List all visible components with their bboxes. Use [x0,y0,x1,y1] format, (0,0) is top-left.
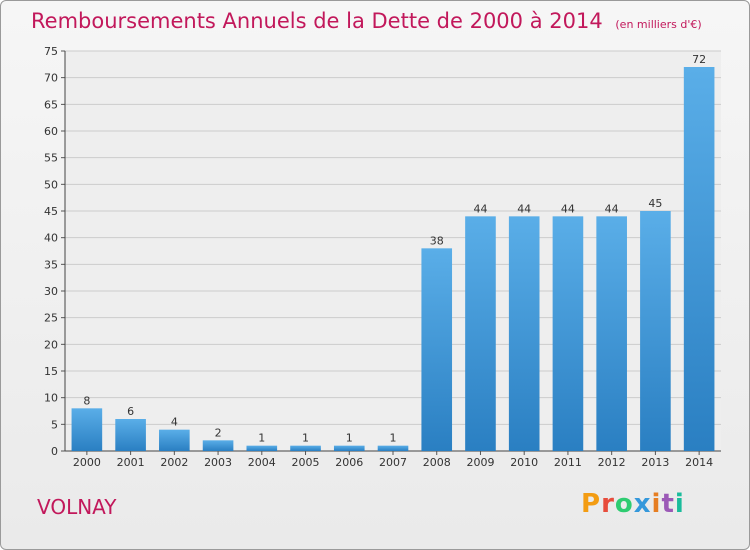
brand-logo-letter: r [601,489,615,519]
x-tick-label: 2008 [423,456,451,469]
x-tick-label: 2006 [335,456,363,469]
y-tick-label: 35 [44,258,58,271]
data-label: 45 [648,197,662,210]
y-tick-label: 65 [44,98,58,111]
bar [421,248,453,451]
data-label: 8 [83,394,90,407]
x-tick-label: 2002 [160,456,188,469]
data-label: 44 [473,202,487,215]
x-tick-label: 2000 [73,456,101,469]
data-label: 4 [171,416,178,429]
data-label: 1 [390,432,397,445]
y-tick-label: 0 [51,445,58,458]
bar [333,445,365,451]
brand-logo-letter: o [614,489,634,519]
data-label: 1 [258,432,265,445]
bar [508,216,540,451]
brand-logo-letter: t [661,489,675,519]
y-tick-label: 70 [44,72,58,85]
brand-logo-letter: i [651,489,662,519]
y-tick-label: 20 [44,338,58,351]
y-tick-label: 10 [44,392,58,405]
x-tick-label: 2010 [510,456,538,469]
data-label: 6 [127,405,134,418]
bar [159,429,190,451]
x-tick-label: 2011 [554,456,582,469]
y-tick-label: 30 [44,285,58,298]
data-label: 2 [215,426,222,439]
x-tick-label: 2007 [379,456,407,469]
chart-subtitle: (en milliers d'€) [615,18,702,31]
x-tick-label: 2009 [466,456,494,469]
brand-logo-letter: P [581,489,602,519]
chart-title: Remboursements Annuels de la Dette de 20… [31,9,702,33]
bar [552,216,584,451]
x-tick-label: 2003 [204,456,232,469]
y-tick-label: 25 [44,312,58,325]
bar [202,440,234,451]
brand-logo-letter: x [633,489,652,519]
data-label: 38 [430,234,444,247]
bar [71,408,103,451]
data-label: 44 [517,202,531,215]
bar [246,445,278,451]
brand-logo-letter: i [674,489,685,519]
data-label: 72 [692,53,706,66]
data-label: 44 [561,202,575,215]
bar [683,67,715,451]
y-tick-label: 75 [44,45,58,58]
y-tick-label: 15 [44,365,58,378]
y-tick-label: 50 [44,178,58,191]
bar [465,216,496,451]
x-tick-label: 2014 [685,456,713,469]
bar [640,211,671,451]
data-label: 1 [346,432,353,445]
bar [115,419,146,451]
x-tick-label: 2004 [248,456,276,469]
bar [290,445,321,451]
place-name: VOLNAY [37,495,117,519]
brand-logo: Proxiti [581,489,685,519]
data-label: 1 [302,432,309,445]
chart-title-text: Remboursements Annuels de la Dette de 20… [31,9,603,33]
x-tick-label: 2005 [292,456,320,469]
bar [377,445,409,451]
y-tick-label: 40 [44,232,58,245]
y-tick-label: 55 [44,152,58,165]
bar [596,216,627,451]
y-tick-label: 60 [44,125,58,138]
y-tick-label: 5 [51,418,58,431]
x-tick-label: 2001 [117,456,145,469]
data-label: 44 [605,202,619,215]
x-tick-label: 2012 [598,456,626,469]
y-tick-label: 45 [44,205,58,218]
x-tick-label: 2013 [641,456,669,469]
